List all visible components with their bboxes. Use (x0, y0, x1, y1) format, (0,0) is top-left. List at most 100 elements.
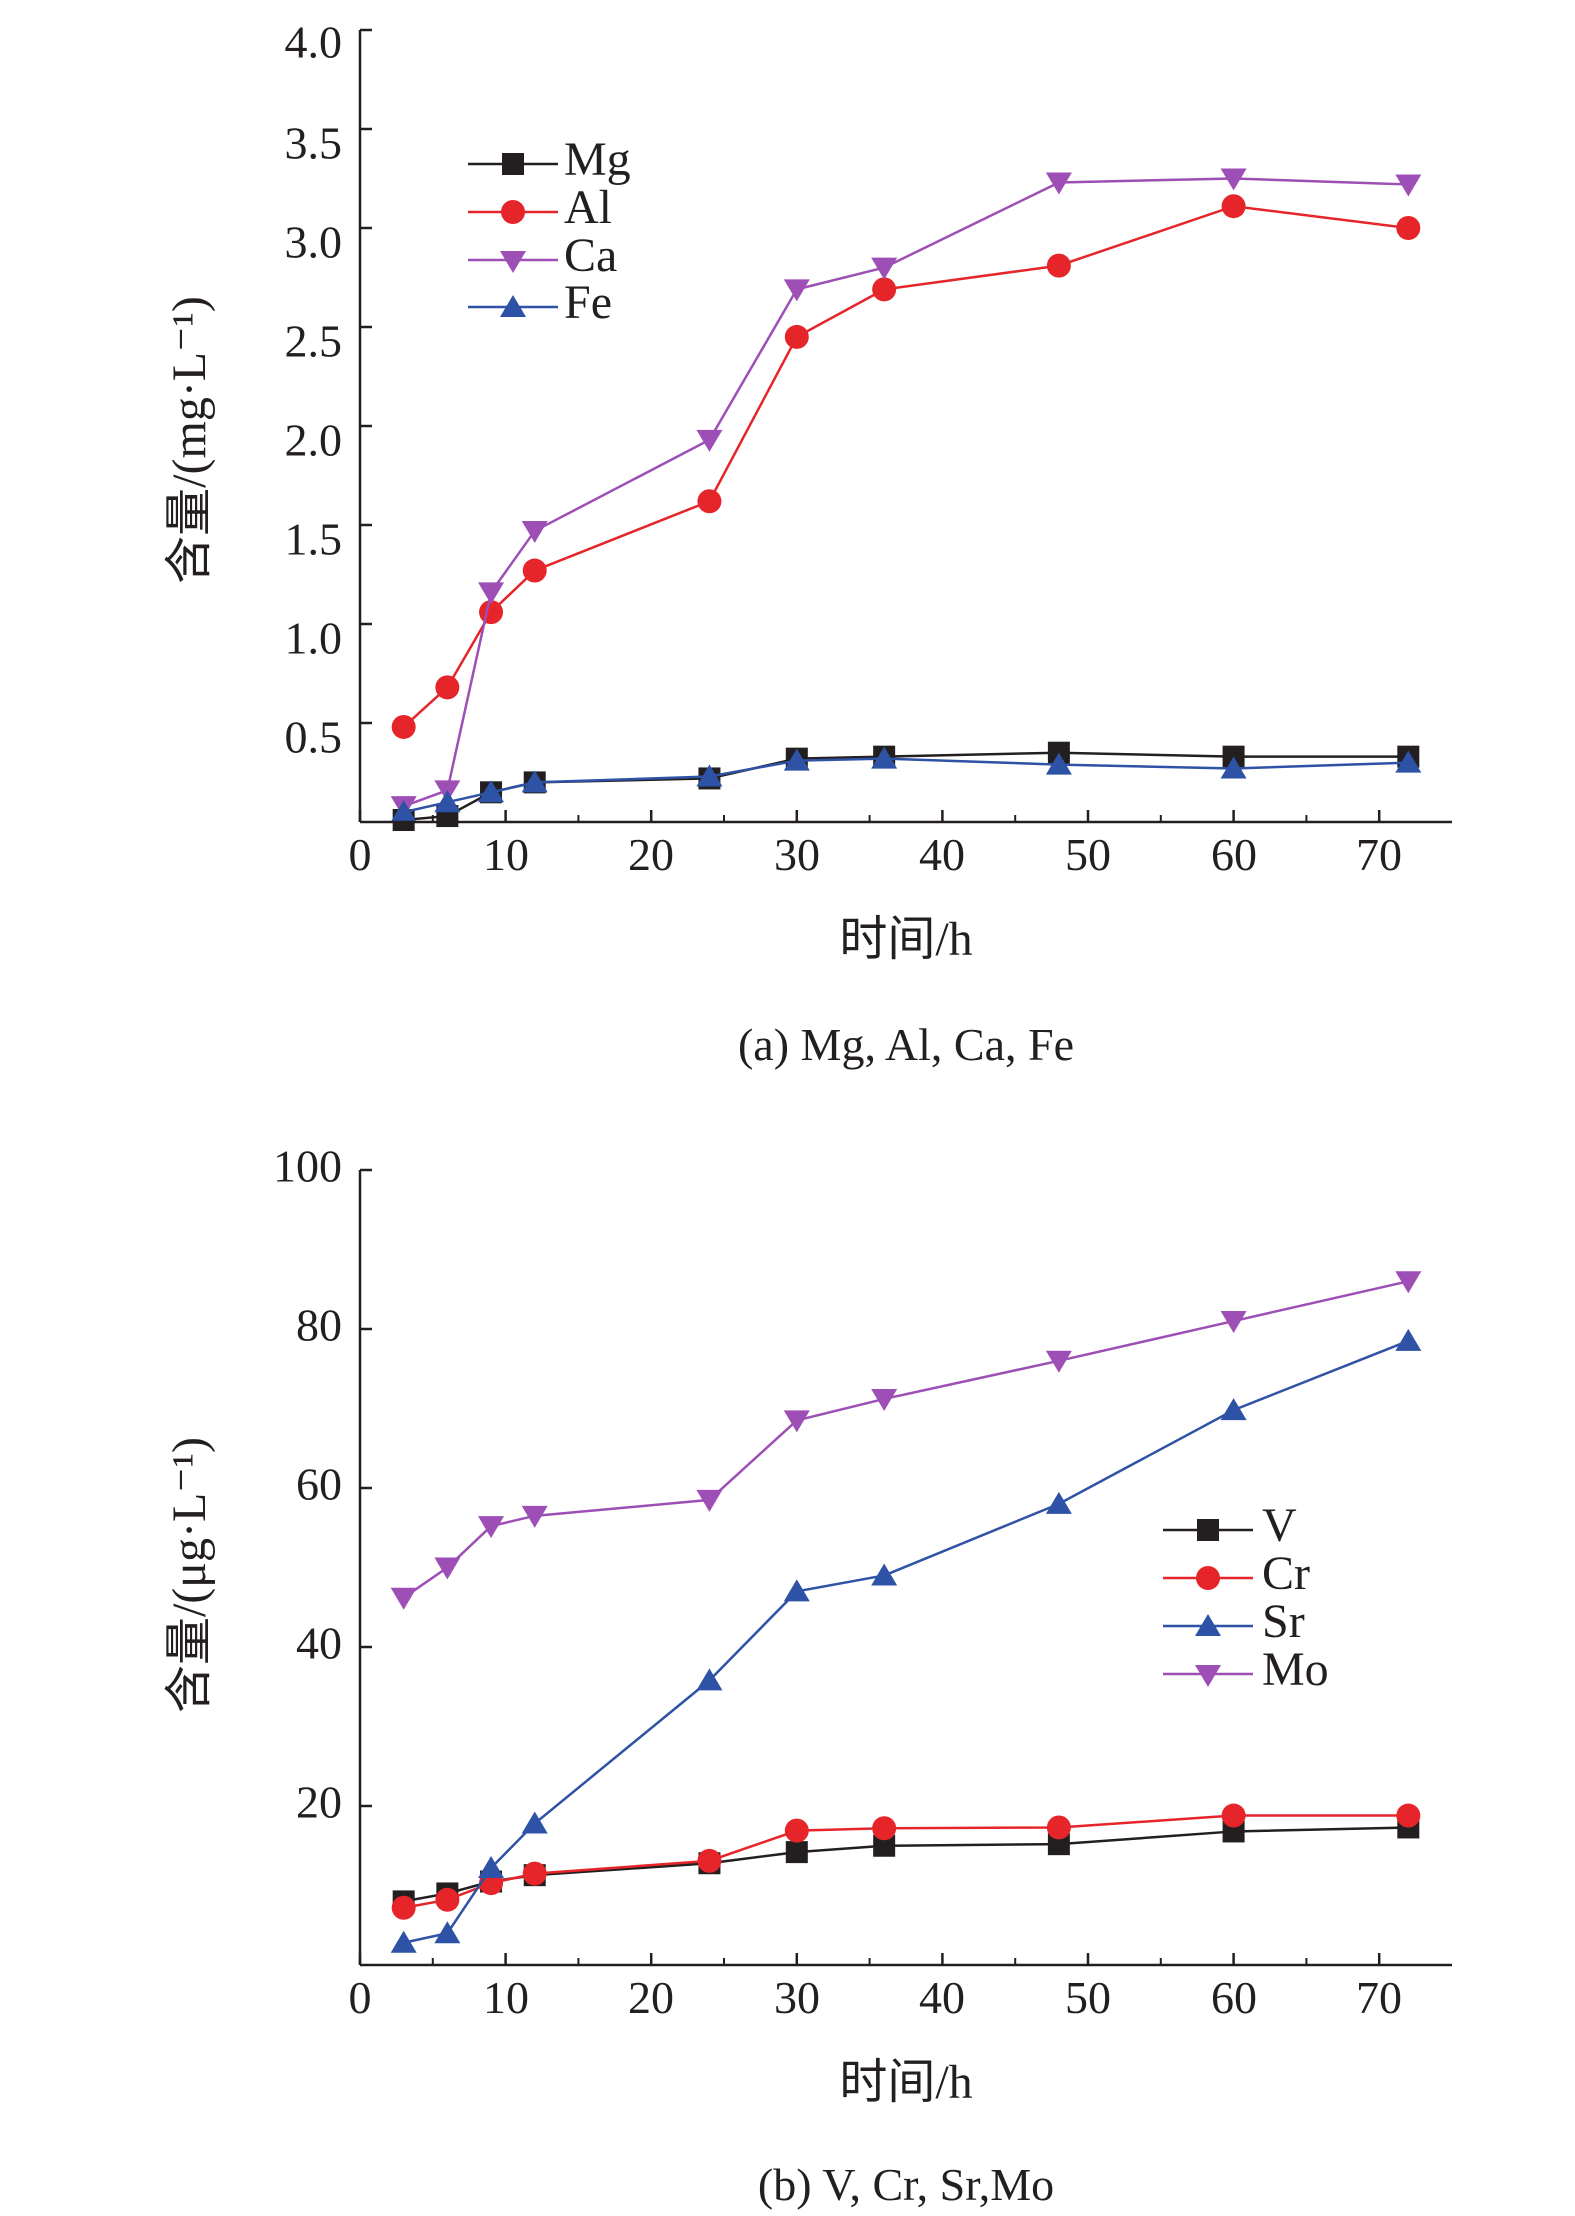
data-point-circle (435, 675, 460, 700)
panel-a-y-axis-title: 含量/(mg·L⁻¹) (163, 296, 216, 584)
panel-a-tick-label-x: 30 (774, 829, 820, 880)
data-point-triangle-up (871, 746, 898, 769)
panel-b-x-axis-title: 时间/h (839, 2056, 972, 2109)
panel-a-tick-label-y: 3.5 (285, 118, 343, 169)
data-point-triangle-down (1395, 174, 1422, 197)
data-point-square (873, 1834, 896, 1857)
legend-item-ca: Ca (468, 229, 617, 282)
panel-b: 20 40 60 80 100 0 10 20 30 40 50 60 70 时… (163, 1141, 1452, 2210)
data-point-triangle-up (871, 1563, 898, 1586)
panel-a-tick-label-x: 20 (628, 829, 674, 880)
panel-a-tick-label-x: 40 (919, 829, 965, 880)
panel-b-tick-label-x: 20 (628, 1972, 674, 2023)
data-point-triangle-down (521, 520, 548, 543)
data-point-triangle-up (1395, 1328, 1422, 1351)
panel-b-tick-label-x: 30 (774, 1972, 820, 2023)
data-point-triangle-down (1045, 1350, 1072, 1373)
data-point-triangle-up (434, 790, 461, 813)
data-point-circle (1396, 1803, 1421, 1828)
data-point-triangle-up (696, 764, 723, 787)
data-point-triangle-up (1220, 1398, 1247, 1421)
data-point-triangle-down (521, 1505, 548, 1528)
panel-a-tick-label-x: 70 (1356, 829, 1402, 880)
data-point-triangle-up (696, 1668, 723, 1691)
series-fe (390, 746, 1422, 823)
data-point-triangle-down (783, 279, 810, 302)
series-mo (390, 1271, 1422, 1610)
panel-a-legend: Mg Al Ca Fe (468, 133, 631, 329)
series-ca (390, 168, 1422, 819)
panel-b-tick-label-x: 40 (919, 1972, 965, 2023)
data-point-triangle-up (1395, 750, 1422, 773)
data-point-circle (522, 558, 547, 583)
legend-item-al: Al (468, 181, 612, 234)
legend-label: Sr (1262, 1595, 1305, 1648)
panel-a: 0.5 1.0 1.5 2.0 2.5 3.0 3.5 4.0 0 10 20 … (163, 17, 1452, 1070)
panel-a-tick-label-x: 10 (483, 829, 529, 880)
data-point-triangle-down (696, 429, 723, 452)
data-point-triangle-up (1220, 756, 1247, 779)
circle-marker-icon (501, 200, 525, 224)
data-point-circle (872, 277, 897, 302)
series-mg (392, 741, 1420, 832)
series-line (403, 1339, 1409, 1944)
circle-marker-icon (1196, 1566, 1220, 1590)
panel-a-tick-label-y: 2.0 (285, 415, 343, 466)
panel-b-tick-label-x: 50 (1065, 1972, 1111, 2023)
data-point-circle (522, 1861, 547, 1886)
data-point-square (1047, 1833, 1070, 1856)
panel-a-tick-label-x: 0 (349, 829, 372, 880)
panel-b-tick-label-x: 70 (1356, 1972, 1402, 2023)
data-point-circle (784, 324, 809, 349)
data-point-triangle-up (1045, 1491, 1072, 1514)
data-point-triangle-down (478, 582, 505, 605)
data-point-triangle-down (871, 257, 898, 280)
data-point-circle (1221, 194, 1246, 219)
panel-a-x-axis-title: 时间/h (839, 913, 972, 966)
legend-label: V (1262, 1499, 1297, 1552)
legend-label: Ca (564, 229, 617, 282)
data-point-triangle-up (521, 770, 548, 793)
data-point-circle (391, 1895, 416, 1920)
legend-item-sr: Sr (1163, 1595, 1305, 1648)
data-point-triangle-down (390, 1587, 417, 1610)
panel-b-caption: (b) V, Cr, Sr,Mo (758, 2159, 1054, 2210)
panel-a-tick-label-y: 0.5 (285, 712, 343, 763)
data-point-triangle-down (696, 1489, 723, 1512)
legend-item-v: V (1163, 1499, 1297, 1552)
data-point-circle (435, 1887, 460, 1912)
data-point-triangle-up (1045, 752, 1072, 775)
data-point-circle (1221, 1803, 1246, 1828)
panel-b-tick-label-x: 10 (483, 1972, 529, 2023)
series-line (403, 1814, 1409, 1909)
panel-b-y-axis-title: 含量/(μg·L⁻¹) (163, 1437, 216, 1713)
panel-a-tick-label-y: 1.5 (285, 514, 343, 565)
series-cr (391, 1803, 1421, 1920)
data-point-circle (1046, 1815, 1071, 1840)
panel-b-tick-label-y: 20 (296, 1777, 342, 1828)
series-line (403, 177, 1409, 808)
data-point-triangle-up (390, 800, 417, 823)
panel-a-tick-label-y: 2.5 (285, 316, 343, 367)
data-point-triangle-down (478, 1516, 505, 1539)
data-point-circle (391, 714, 416, 739)
triangle-up-marker-icon (500, 295, 526, 317)
legend-item-mo: Mo (1163, 1643, 1329, 1696)
legend-label: Cr (1262, 1547, 1310, 1600)
triangle-down-marker-icon (1195, 1665, 1221, 1687)
legend-item-fe: Fe (468, 276, 612, 329)
panel-b-tick-label-x: 0 (349, 1972, 372, 2023)
data-point-circle (1396, 216, 1421, 240)
panel-b-tick-label-y: 100 (273, 1141, 342, 1192)
square-marker-icon (1197, 1519, 1219, 1541)
data-point-triangle-down (871, 1388, 898, 1411)
series-line (403, 751, 1409, 822)
series-line (402, 1280, 1409, 1599)
legend-label: Mg (564, 133, 631, 186)
panel-a-caption: (a) Mg, Al, Ca, Fe (738, 1019, 1074, 1070)
data-point-circle (697, 1848, 722, 1873)
data-point-triangle-up (521, 1811, 548, 1834)
panel-b-tick-label-y: 60 (296, 1459, 342, 1510)
panel-a-tick-label-y: 1.0 (285, 613, 343, 664)
